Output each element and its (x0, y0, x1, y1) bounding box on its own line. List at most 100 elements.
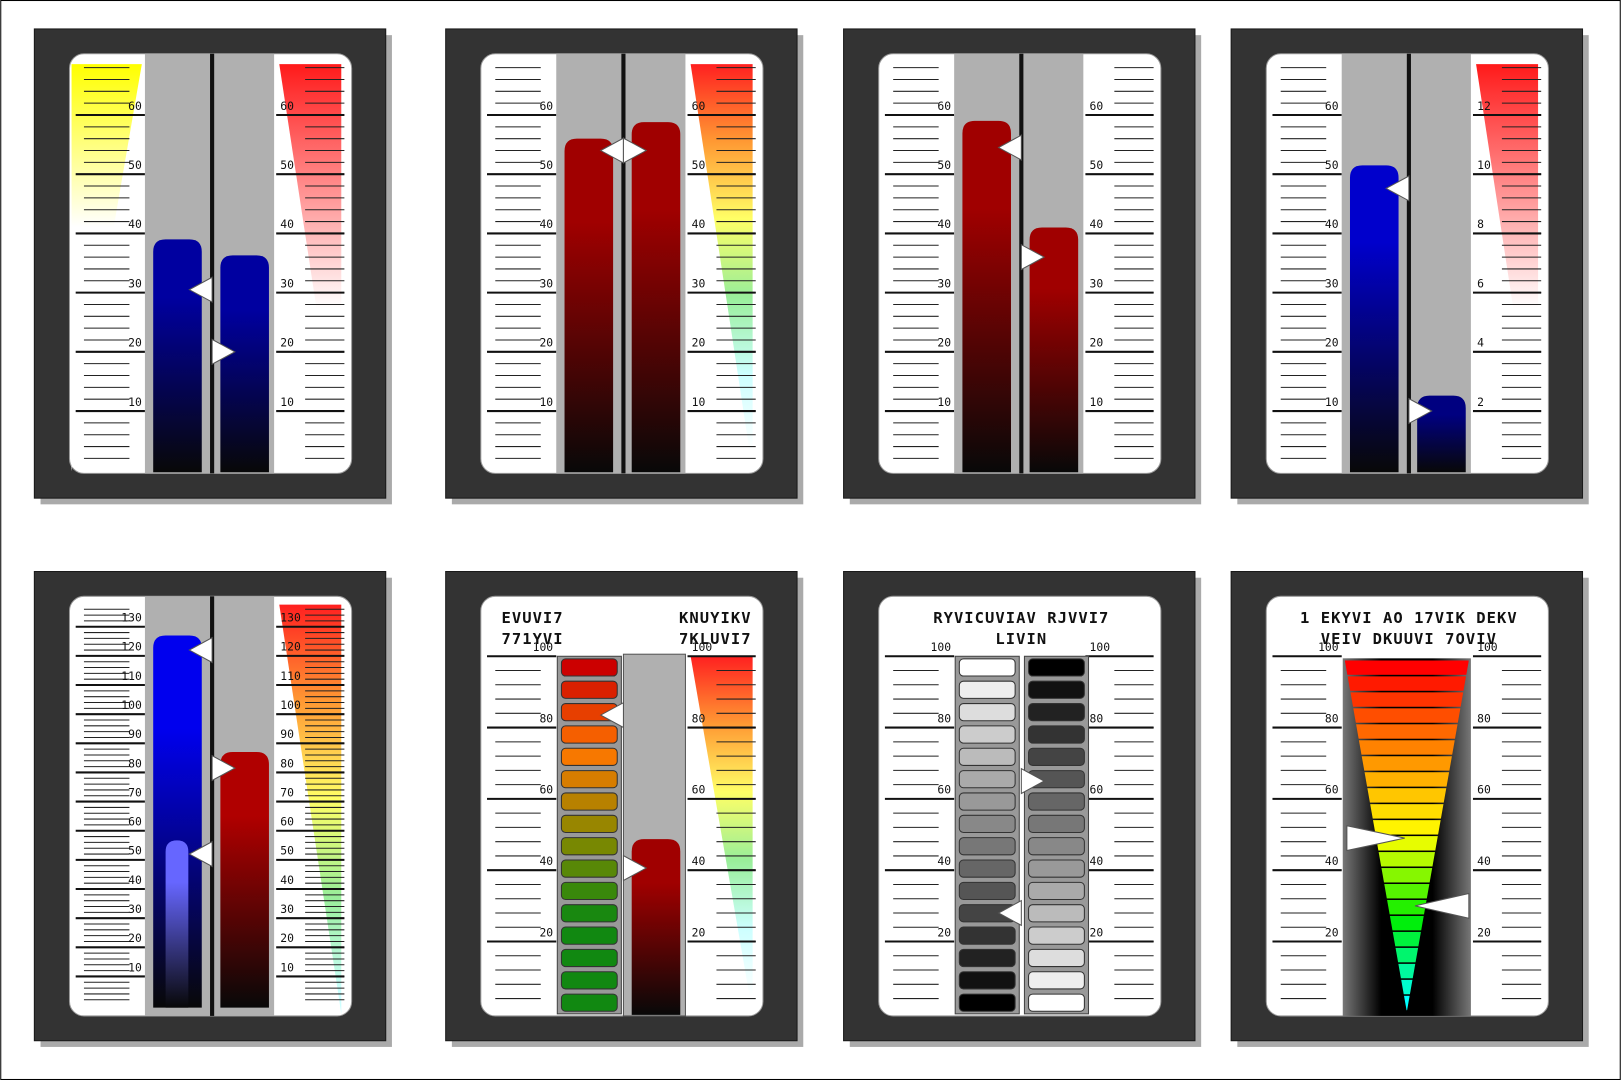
tick-label: 40 (280, 873, 294, 887)
column-divider (621, 53, 626, 474)
tick-label: 40 (692, 217, 706, 231)
tick-label: 30 (128, 902, 142, 916)
tick-label: 110 (121, 669, 142, 683)
led-cell (1028, 837, 1085, 856)
led-cell (1028, 904, 1085, 923)
led-cell (958, 658, 1016, 677)
cone-band (1344, 708, 1469, 723)
tick-label: 4 (1477, 336, 1484, 350)
tick-label: 60 (539, 783, 553, 797)
pointer (188, 276, 213, 303)
gauge: 10 20 30 40 50 60 70 80 90 100 110 120 130 10 20 30 40 50… (33, 571, 392, 1047)
tick-label: 50 (937, 158, 951, 172)
tick-label: 60 (1477, 783, 1491, 797)
gauge: 10 20 30 40 50 60 2 4 6 8 10 12 (1230, 28, 1589, 505)
tick-label: 10 (937, 395, 951, 409)
tick-label: 20 (937, 925, 951, 939)
led-cell (560, 881, 618, 901)
cone-band (1344, 788, 1469, 803)
tick-label: 60 (692, 783, 706, 797)
pointer (622, 137, 648, 164)
bar (962, 120, 1011, 473)
tick-label: 60 (937, 783, 951, 797)
led-cell (958, 814, 1016, 833)
title-text: 1 EKYVI AO 17VIK DEKV (1300, 609, 1518, 627)
tick-label: 50 (1325, 158, 1339, 172)
title-text: 7KLUVI7 (679, 630, 752, 648)
tick-label: 80 (1090, 711, 1104, 725)
tick-label: 10 (128, 960, 142, 974)
tick-label: 20 (539, 336, 553, 350)
tick-label: 60 (280, 99, 294, 113)
led-cell (958, 859, 1016, 878)
pointer (1408, 397, 1433, 425)
led-cell (560, 926, 618, 945)
pointer (599, 701, 624, 729)
bar (564, 138, 614, 473)
tick-label: 2 (1477, 395, 1484, 409)
tick-label: 50 (128, 844, 142, 858)
tick-label: 20 (1090, 336, 1104, 350)
tick-label: 80 (1325, 711, 1339, 725)
gauge: 20 40 60 80 100 20 40 60 80 100 EVUVI7 771YVI KNUYIK… (445, 571, 804, 1047)
tick-label: 60 (539, 99, 553, 113)
pointer (622, 854, 648, 882)
tick-label: 20 (1325, 336, 1339, 350)
led-cell (1028, 881, 1085, 901)
bar (631, 839, 681, 1015)
tick-label: 10 (692, 395, 706, 409)
scale-wedge (279, 604, 342, 1014)
tick-label: 10 (280, 960, 294, 974)
scale-wedge (71, 64, 142, 472)
tick-label: 60 (1325, 99, 1339, 113)
gauge: 20 40 60 80 100 20 40 60 80 100 RYVICUVIAV RJVVI7 L… (843, 571, 1202, 1047)
led-cell (560, 837, 618, 856)
led-cell (958, 881, 1016, 901)
led-cell (1028, 680, 1085, 699)
led-cell (1028, 993, 1085, 1012)
tick-label: 70 (128, 785, 142, 799)
bar (165, 840, 189, 1008)
tick-label: 8 (1477, 217, 1484, 231)
led-cell (560, 859, 618, 878)
tick-label: 10 (280, 395, 294, 409)
tick-label: 60 (937, 99, 951, 113)
tick-label: 60 (692, 99, 706, 113)
pointer (1020, 767, 1046, 795)
tick-label: 20 (937, 336, 951, 350)
tick-label: 10 (1477, 158, 1491, 172)
tick-label: 40 (1477, 854, 1491, 868)
tick-label: 90 (280, 727, 294, 741)
bar (1417, 395, 1466, 473)
led-cell (1028, 792, 1085, 811)
tick-label: 6 (1477, 276, 1484, 290)
led-cell (958, 948, 1016, 968)
tick-label: 60 (128, 815, 142, 829)
tick-label: 40 (1090, 217, 1104, 231)
tick-label: 20 (1325, 925, 1339, 939)
tick-label: 80 (128, 756, 142, 770)
led-cell (958, 747, 1016, 766)
tick-label: 40 (1090, 854, 1104, 868)
pointer (1414, 892, 1470, 919)
pointer (997, 899, 1022, 927)
column-divider (1406, 53, 1411, 474)
led-cell (1028, 725, 1085, 744)
tick-label: 80 (1477, 711, 1491, 725)
cone-band (1344, 772, 1469, 787)
tick-label: 40 (1325, 217, 1339, 231)
tick-label: 100 (533, 640, 554, 654)
tick-label: 20 (128, 931, 142, 945)
tick-label: 30 (280, 902, 294, 916)
gauge: 10 20 30 40 50 60 10 20 30 40 50 60 (445, 28, 804, 505)
led-cell (958, 703, 1016, 722)
cone-band (1344, 676, 1469, 691)
cone-band (1344, 724, 1469, 739)
title-text: LIVIN (995, 630, 1047, 648)
led-cell (560, 680, 618, 699)
led-cell (560, 971, 618, 990)
column-divider (210, 596, 215, 1016)
tick-label: 80 (539, 711, 553, 725)
tick-label: 20 (692, 336, 706, 350)
tick-label: 30 (1090, 276, 1104, 290)
